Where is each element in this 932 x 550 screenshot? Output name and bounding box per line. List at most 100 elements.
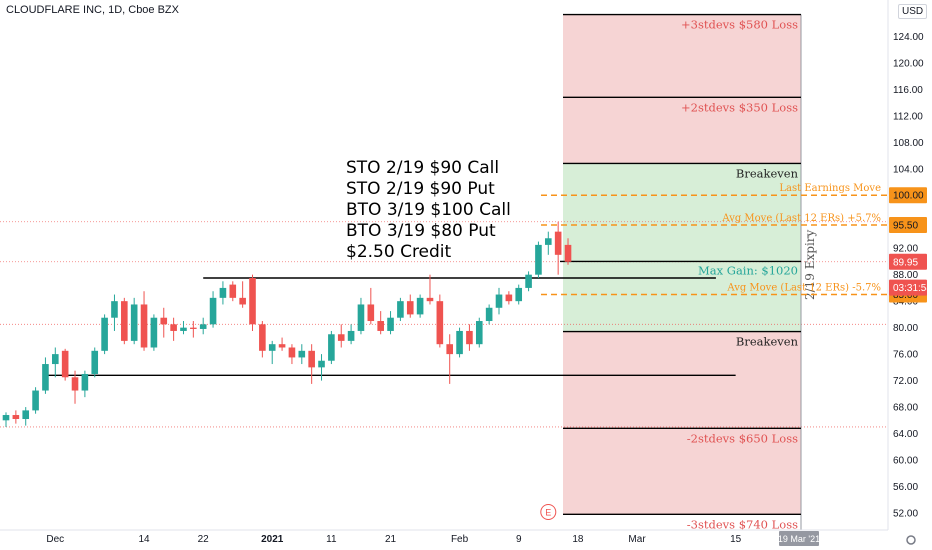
price-tick-label: 80.00: [893, 323, 918, 334]
price-tick-label: 112.00: [893, 111, 923, 122]
level-badge-label: 95.50: [893, 221, 918, 232]
candle: [436, 301, 444, 345]
candle: [377, 321, 384, 331]
candle: [229, 284, 237, 298]
candle: [170, 324, 177, 331]
candle: [61, 350, 69, 378]
loss-zone: [563, 331, 801, 515]
candle: [150, 317, 158, 348]
candle: [545, 238, 552, 245]
time-tick-label: Mar: [628, 534, 646, 545]
candle: [495, 294, 503, 308]
note-line: BTO 3/19 $100 Call: [346, 200, 511, 220]
earnings-marker-label: E: [545, 508, 551, 518]
time-tick-label: 22: [198, 534, 210, 545]
candle: [564, 244, 572, 262]
candle: [190, 327, 197, 329]
candle: [219, 287, 227, 298]
candle: [298, 350, 306, 358]
expiry-label: 2/19 Expiry: [803, 229, 817, 300]
level-badge-label: 100.00: [893, 191, 924, 202]
price-tick-label: 108.00: [893, 138, 924, 149]
price-tick-label: 88.00: [893, 270, 918, 281]
time-tick-label: 9: [516, 534, 522, 545]
time-tick-label: 15: [730, 534, 742, 545]
candle: [278, 344, 286, 348]
candle: [505, 294, 513, 302]
cursor-date-badge: [779, 531, 819, 546]
price-tick-label: 76.00: [893, 350, 918, 361]
candle: [209, 297, 217, 325]
time-tick-label: 2021: [261, 534, 284, 545]
candle: [249, 277, 256, 325]
price-tick-label: 92.00: [893, 244, 918, 255]
candle: [328, 334, 335, 361]
candle: [318, 360, 325, 368]
candle: [32, 390, 39, 411]
zone-label: Breakeven: [736, 166, 799, 180]
price-tick-label: 116.00: [893, 85, 923, 96]
currency-button[interactable]: USD: [898, 4, 928, 19]
trade-note: STO 2/19 $90 Call STO 2/19 $90 Put BTO 3…: [346, 158, 511, 263]
candle: [140, 304, 148, 348]
candle: [130, 304, 138, 341]
price-tick-label: 60.00: [893, 456, 918, 467]
candle: [475, 321, 483, 345]
candle: [2, 415, 10, 421]
candle: [406, 301, 414, 315]
profit-zone: [563, 163, 801, 332]
price-tick-label: 56.00: [893, 482, 918, 493]
candle: [12, 415, 20, 419]
candle: [466, 330, 473, 345]
note-line: $2.50 Credit: [346, 242, 452, 262]
price-badge: [889, 279, 927, 296]
candle: [101, 317, 108, 351]
candle: [416, 297, 424, 315]
candle: [111, 301, 118, 318]
zone-label: +2stdevs $350 Loss: [681, 100, 798, 114]
time-tick-label: 14: [138, 534, 150, 545]
candle: [535, 244, 542, 275]
time-tick-label: 11: [326, 534, 337, 545]
candle: [81, 373, 89, 391]
candle: [387, 317, 394, 331]
candle: [485, 307, 493, 322]
zone-label: -2stdevs $650 Loss: [687, 431, 798, 445]
candle: [259, 324, 266, 351]
time-tick-label: 18: [572, 534, 584, 545]
price-tick-label: 72.00: [893, 376, 918, 387]
candle: [239, 297, 246, 305]
price-tick-label: 124.00: [893, 32, 924, 43]
candle: [456, 330, 463, 355]
candle: [554, 231, 562, 255]
candle: [71, 377, 79, 391]
candle: [160, 317, 168, 325]
candle: [180, 327, 187, 331]
note-line: BTO 3/19 $80 Put: [346, 221, 496, 241]
candle: [91, 350, 99, 374]
cursor-date-label: 19 Mar '21: [778, 534, 820, 544]
candle: [446, 344, 453, 355]
chart-title: CLOUDFLARE INC, 1D, Cboe BZX: [6, 4, 179, 16]
note-line: STO 2/19 $90 Put: [346, 179, 495, 199]
price-tick-label: 68.00: [893, 403, 918, 414]
candle: [367, 304, 375, 322]
note-line: STO 2/19 $90 Call: [346, 158, 500, 178]
price-tick-label: 64.00: [893, 429, 918, 440]
price-tick-label: 52.00: [893, 509, 918, 520]
candle: [308, 350, 315, 368]
price-badge: [889, 253, 927, 270]
candle: [42, 364, 49, 391]
candle: [525, 274, 532, 288]
level-badge: [889, 217, 927, 234]
price-tick-label: 120.00: [893, 58, 924, 69]
time-tick-label: Feb: [451, 534, 469, 545]
orange-level-label: Last Earnings Move: [779, 183, 881, 194]
time-tick-label: Dec: [46, 534, 64, 545]
price-tick-label: 104.00: [893, 164, 924, 175]
time-tick-label: 21: [385, 534, 397, 545]
candle: [288, 347, 296, 358]
zone-label: +3stdevs $580 Loss: [681, 18, 798, 32]
candle: [357, 304, 365, 331]
